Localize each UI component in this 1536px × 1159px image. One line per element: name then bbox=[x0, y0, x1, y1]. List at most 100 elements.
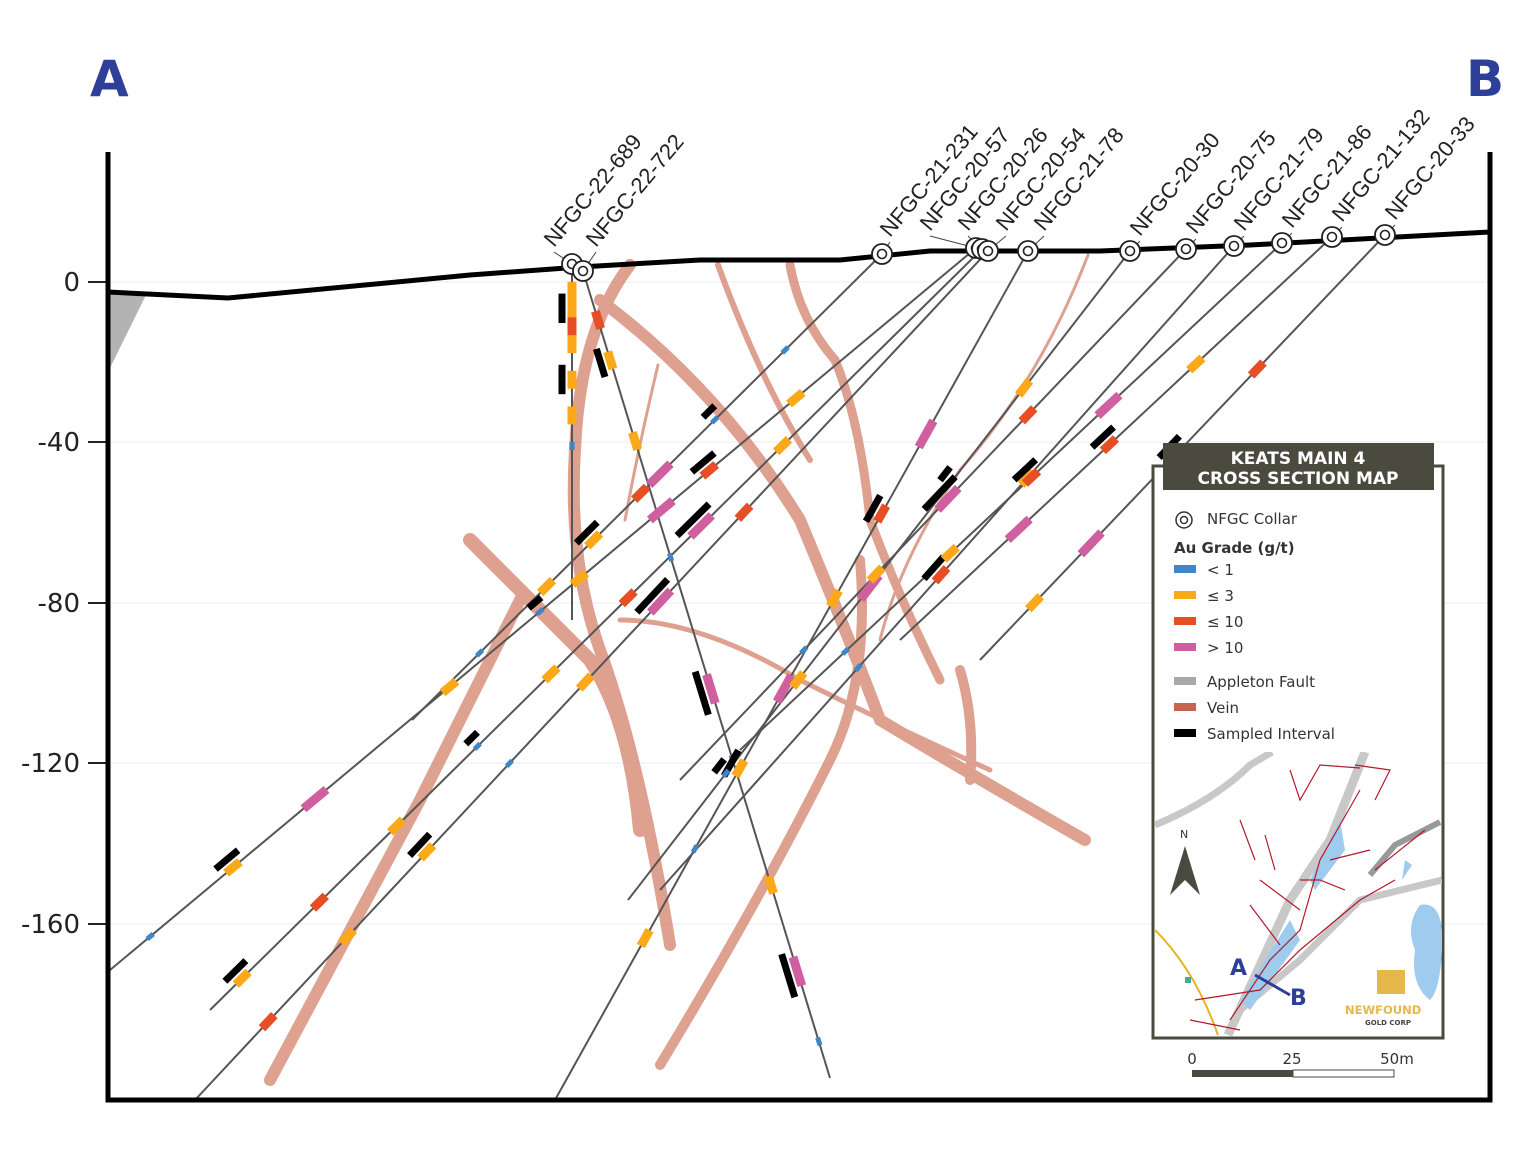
sampled-interval bbox=[711, 757, 727, 775]
collar-icon bbox=[1321, 226, 1343, 248]
assay-interval bbox=[667, 552, 675, 562]
sampled-interval bbox=[921, 474, 958, 512]
assay-interval bbox=[873, 503, 891, 524]
section-end-b: B bbox=[1466, 50, 1504, 108]
assay-interval bbox=[1015, 378, 1034, 398]
assay-interval bbox=[866, 564, 886, 584]
assay-interval bbox=[1025, 593, 1045, 613]
assay-interval bbox=[772, 673, 796, 704]
legend-swatch bbox=[1174, 677, 1196, 685]
logo-sub: GOLD CORP bbox=[1365, 1019, 1411, 1027]
collar-icon bbox=[1175, 238, 1197, 260]
assay-interval bbox=[387, 816, 407, 836]
collar-icon bbox=[1119, 240, 1141, 262]
collar-icon bbox=[977, 240, 999, 262]
vein bbox=[955, 665, 977, 785]
drill-hole-trace bbox=[679, 248, 1187, 781]
assay-interval bbox=[584, 530, 604, 550]
drill-hole-trace bbox=[209, 248, 983, 1011]
legend-subtitle: CROSS SECTION MAP bbox=[1197, 469, 1398, 489]
assay-interval bbox=[541, 664, 561, 684]
assay-interval bbox=[1004, 515, 1033, 543]
sampled-interval bbox=[778, 953, 799, 999]
assay-interval bbox=[535, 607, 545, 617]
assay-interval bbox=[699, 461, 720, 480]
sampled-interval bbox=[689, 450, 717, 475]
assay-interval bbox=[710, 415, 720, 425]
topography-line bbox=[107, 229, 1491, 301]
collar-icon bbox=[1175, 511, 1193, 529]
legend-collar: NFGC Collar bbox=[1207, 510, 1298, 528]
legend-title: KEATS MAIN 4 bbox=[1231, 449, 1366, 469]
legend-header bbox=[1163, 443, 1434, 490]
y-axis-ticks: 0 -40 -80 -120 -160 bbox=[21, 268, 108, 940]
inset-map: A B N NEWFOUND GOLD CORP bbox=[1155, 752, 1442, 1036]
assay-interval bbox=[931, 565, 951, 585]
assay-interval bbox=[537, 577, 557, 597]
assay-interval bbox=[647, 587, 675, 616]
assay-interval bbox=[934, 484, 962, 513]
legend-swatch bbox=[1174, 643, 1196, 651]
sampled-interval bbox=[593, 347, 609, 379]
assay-interval bbox=[504, 758, 515, 768]
assay-interval bbox=[1247, 359, 1267, 379]
assay-interval bbox=[1018, 405, 1038, 425]
legend-item-label: > 10 bbox=[1207, 639, 1243, 657]
sampled-interval bbox=[674, 501, 712, 539]
sampled-interval bbox=[862, 493, 884, 523]
assay-interval bbox=[569, 569, 590, 588]
assay-interval bbox=[618, 588, 638, 608]
y-tick: -160 bbox=[21, 910, 80, 940]
collar-icon bbox=[1374, 224, 1396, 246]
assay-interval bbox=[636, 928, 654, 949]
scale-label: 25 bbox=[1282, 1050, 1301, 1068]
vein bbox=[785, 260, 945, 685]
assay-interval bbox=[223, 858, 243, 877]
assay-interval bbox=[472, 741, 482, 752]
sampled-interval bbox=[700, 403, 718, 420]
scale-label: 50m bbox=[1380, 1050, 1414, 1068]
assay-interval bbox=[690, 844, 700, 854]
vein bbox=[623, 363, 660, 522]
assay-interval bbox=[338, 927, 357, 947]
assay-interval bbox=[1077, 529, 1105, 558]
assay-interval bbox=[786, 388, 806, 408]
sampled-interval bbox=[407, 831, 433, 858]
assay-interval bbox=[734, 502, 754, 522]
assay-interval bbox=[799, 645, 809, 655]
assay-interval bbox=[687, 512, 715, 540]
section-frame bbox=[105, 152, 1493, 1103]
assay-interval bbox=[1094, 391, 1123, 419]
legend-swatch bbox=[1174, 565, 1196, 573]
assay-interval bbox=[591, 310, 605, 330]
inset-point-b: B bbox=[1290, 986, 1307, 1011]
assay-interval bbox=[780, 345, 790, 355]
assay-interval bbox=[417, 842, 437, 862]
sampled-interval bbox=[526, 594, 544, 611]
legend-swatch bbox=[1174, 591, 1196, 599]
assay-interval bbox=[575, 672, 595, 692]
assay-interval bbox=[826, 588, 843, 609]
appleton-fault bbox=[108, 292, 146, 372]
assay-interval bbox=[628, 431, 642, 451]
collars bbox=[561, 224, 1396, 282]
y-tick: -80 bbox=[38, 589, 80, 619]
vein bbox=[878, 253, 1090, 642]
assay-interval bbox=[702, 673, 720, 705]
logo-name: NEWFOUND bbox=[1345, 1003, 1421, 1017]
legend-grade-title: Au Grade (g/t) bbox=[1174, 539, 1295, 557]
legend-item-label: Appleton Fault bbox=[1207, 673, 1315, 691]
north-arrow-icon bbox=[1170, 846, 1200, 895]
assay-interval bbox=[914, 418, 938, 450]
inset-point-a: A bbox=[1230, 956, 1247, 981]
legend-swatch bbox=[1174, 617, 1196, 625]
section-end-a: A bbox=[90, 50, 129, 108]
y-tick: -120 bbox=[21, 749, 80, 779]
assay-interval bbox=[439, 677, 460, 697]
sampled-interval bbox=[1089, 424, 1116, 450]
assay-intervals bbox=[145, 281, 1267, 1047]
sampled-interval bbox=[213, 847, 241, 872]
scale-bar: 0 25 50m bbox=[1187, 1050, 1414, 1078]
sampled-interval bbox=[222, 958, 249, 984]
